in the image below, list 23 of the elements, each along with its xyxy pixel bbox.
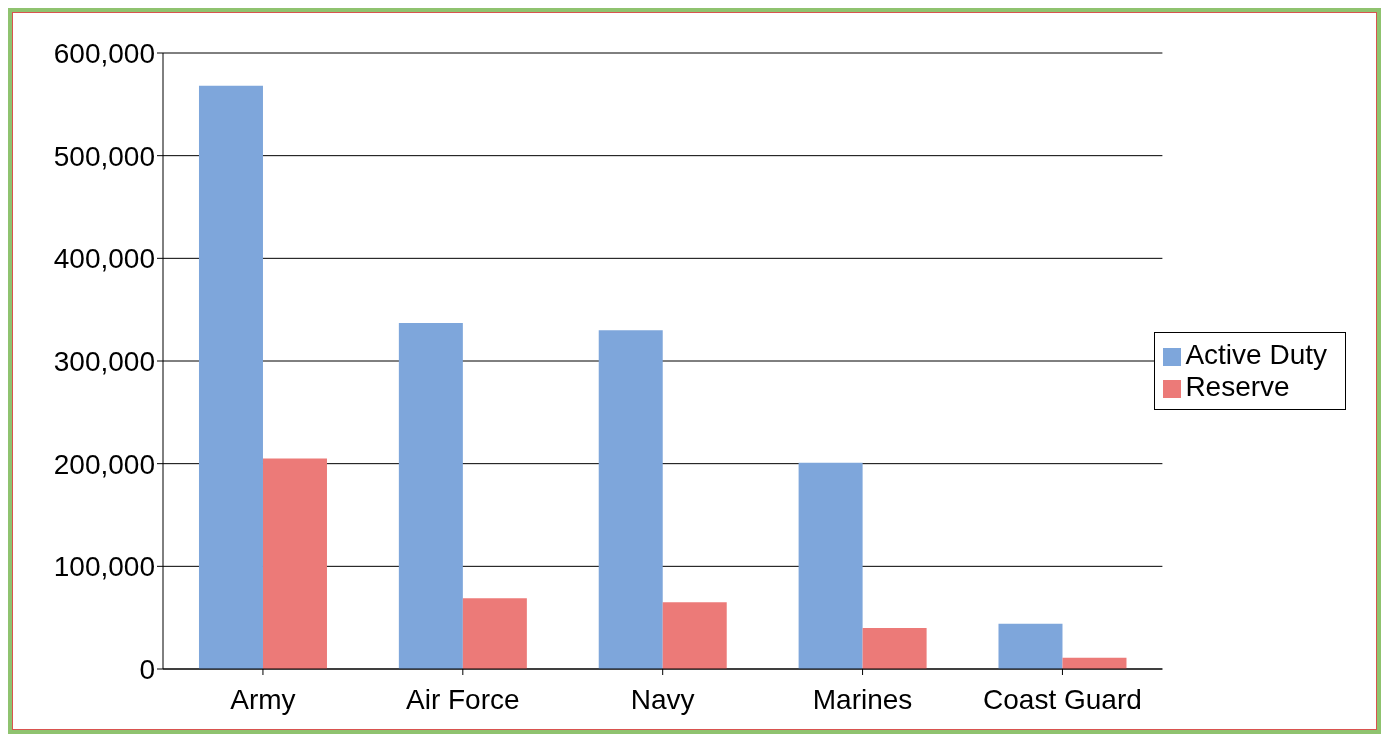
bar bbox=[798, 462, 863, 669]
y-tick-label: 200,000 bbox=[53, 448, 155, 480]
bar bbox=[598, 330, 663, 669]
bar bbox=[662, 602, 727, 669]
bar bbox=[862, 627, 927, 669]
bar bbox=[462, 598, 527, 669]
y-tick-label: 300,000 bbox=[53, 345, 155, 377]
x-tick-label: Army bbox=[230, 683, 296, 715]
x-tick-label: Marines bbox=[812, 683, 913, 715]
x-tick-label: Air Force bbox=[406, 683, 520, 715]
bar bbox=[398, 323, 463, 669]
bar bbox=[998, 623, 1063, 669]
bar bbox=[198, 85, 263, 669]
x-tick-label: Coast Guard bbox=[983, 683, 1142, 715]
legend-label: Active Duty bbox=[1185, 339, 1327, 370]
bar bbox=[262, 458, 327, 669]
legend-label: Reserve bbox=[1185, 371, 1290, 402]
y-tick-label: 400,000 bbox=[53, 243, 155, 275]
y-tick-label: 500,000 bbox=[53, 140, 155, 172]
y-tick-label: 100,000 bbox=[53, 551, 155, 583]
y-tick-label: 600,000 bbox=[53, 37, 155, 69]
x-tick-label: Navy bbox=[630, 683, 695, 715]
y-tick-label: 0 bbox=[139, 653, 155, 685]
